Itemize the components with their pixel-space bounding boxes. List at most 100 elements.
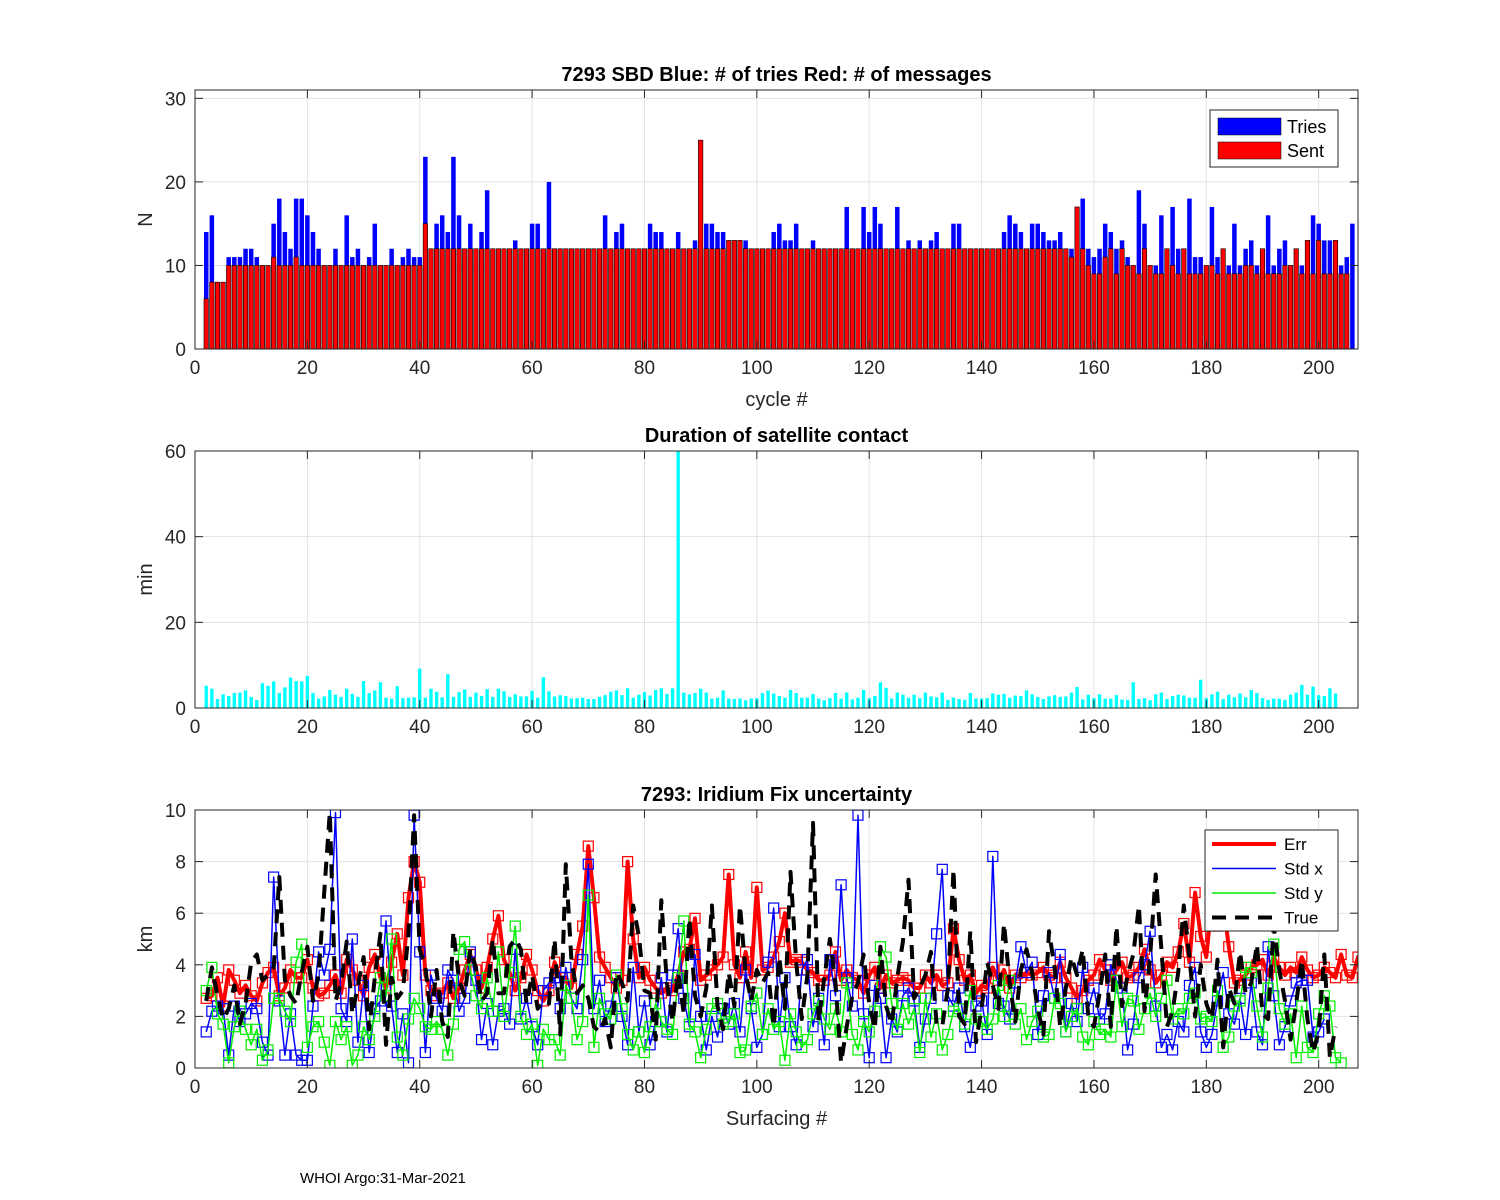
series-marker bbox=[829, 946, 842, 958]
sent-bar bbox=[787, 248, 794, 350]
series-marker bbox=[689, 1026, 701, 1038]
duration-bar bbox=[384, 697, 388, 708]
duration-bar bbox=[659, 688, 664, 708]
duration-bar bbox=[210, 688, 214, 708]
duration-bar bbox=[249, 696, 253, 708]
series-marker bbox=[987, 850, 999, 863]
duration-bar bbox=[1266, 699, 1270, 708]
duration-bar bbox=[828, 698, 832, 708]
uncertainty-x-tick-label: 180 bbox=[1190, 1077, 1222, 1098]
sent-bar bbox=[950, 248, 957, 350]
sent-bar bbox=[827, 248, 833, 350]
series-marker bbox=[498, 1010, 510, 1023]
series-marker bbox=[1324, 1000, 1336, 1012]
duration-bar bbox=[1047, 696, 1051, 708]
duration-bar bbox=[732, 699, 737, 708]
duration-bar bbox=[1159, 692, 1164, 708]
sent-bar bbox=[737, 240, 743, 350]
duration-bar bbox=[884, 687, 888, 708]
uncertainty-legend-box bbox=[1204, 829, 1339, 932]
series-marker bbox=[1166, 1044, 1179, 1056]
sbd-x-tick-label: 200 bbox=[1303, 358, 1335, 379]
sent-bar bbox=[304, 265, 310, 350]
duration-bar bbox=[631, 697, 635, 708]
series-marker bbox=[554, 1049, 566, 1061]
duration-title: Duration of satellite contact bbox=[645, 425, 909, 447]
series-marker bbox=[577, 1015, 589, 1028]
duration-bar bbox=[361, 681, 366, 708]
duration-bar bbox=[648, 695, 652, 708]
series-marker bbox=[857, 1015, 870, 1028]
sent-bar bbox=[439, 248, 445, 350]
duration-bar bbox=[743, 700, 748, 708]
sent-bar bbox=[529, 248, 535, 350]
sent-bar bbox=[383, 265, 389, 350]
series-marker bbox=[1206, 1015, 1218, 1028]
sent-bar bbox=[552, 248, 558, 350]
series-marker bbox=[773, 935, 785, 948]
series-marker bbox=[1116, 1021, 1128, 1033]
sent-bar bbox=[714, 248, 721, 350]
uncertainty-y-tick-label: 8 bbox=[175, 853, 186, 874]
sent-bar bbox=[1091, 273, 1097, 350]
duration-bar bbox=[1052, 695, 1057, 708]
duration-axes-box bbox=[194, 450, 1359, 709]
sent-bar bbox=[377, 265, 383, 350]
sent-bar bbox=[1170, 265, 1176, 350]
sent-bar bbox=[231, 265, 237, 350]
sbd-x-tick-label: 180 bbox=[1190, 358, 1222, 379]
sent-bar bbox=[945, 248, 951, 350]
uncertainty-x-tick-label: 200 bbox=[1303, 1077, 1335, 1098]
duration-bar bbox=[1311, 686, 1315, 708]
duration-bar bbox=[1019, 696, 1023, 708]
uncertainty-legend-label: True bbox=[1284, 909, 1318, 928]
duration-bar bbox=[822, 700, 826, 708]
sent-bar bbox=[1153, 273, 1159, 350]
duration-bar bbox=[620, 695, 624, 708]
duration-bar bbox=[614, 690, 619, 708]
duration-bar bbox=[811, 693, 815, 708]
series-marker bbox=[1200, 1041, 1212, 1053]
duration-bar bbox=[985, 698, 989, 708]
uncertainty-x-tick-label: 20 bbox=[297, 1077, 318, 1098]
sent-bar bbox=[765, 248, 771, 350]
sent-bar bbox=[956, 248, 962, 350]
series-marker bbox=[1346, 972, 1358, 984]
sent-bar bbox=[495, 248, 501, 350]
series-marker bbox=[1189, 886, 1201, 899]
duration-bar bbox=[1154, 694, 1158, 708]
series-marker bbox=[582, 840, 594, 852]
series-marker bbox=[447, 974, 460, 986]
uncertainty-y-tick-label: 10 bbox=[165, 801, 186, 822]
sent-bar bbox=[619, 248, 625, 350]
series-marker bbox=[1071, 1003, 1083, 1015]
series-marker bbox=[689, 912, 701, 924]
uncertainty-x-tick-label: 0 bbox=[190, 1077, 201, 1098]
series-marker bbox=[447, 992, 460, 1004]
series-marker bbox=[779, 1054, 791, 1066]
series-marker bbox=[925, 977, 937, 989]
sent-bar bbox=[1158, 273, 1164, 350]
sent-bar bbox=[596, 248, 603, 350]
duration-bar bbox=[654, 690, 658, 708]
sbd-plot-area bbox=[195, 90, 1358, 349]
sent-bar bbox=[664, 248, 670, 350]
series-marker bbox=[1296, 951, 1308, 963]
sent-bar bbox=[321, 265, 327, 350]
sent-bar bbox=[422, 223, 428, 350]
sent-bar bbox=[692, 248, 698, 350]
duration-bar bbox=[575, 698, 579, 708]
series-marker bbox=[571, 1034, 583, 1046]
uncertainty-series bbox=[200, 810, 1358, 1068]
sent-bar bbox=[276, 265, 282, 350]
series-marker bbox=[251, 1023, 263, 1035]
series-marker bbox=[279, 1005, 291, 1017]
duration-bar bbox=[468, 696, 472, 708]
duration-bar bbox=[418, 668, 422, 708]
sent-bar bbox=[1220, 248, 1226, 350]
uncertainty-x-tick-label: 60 bbox=[522, 1077, 543, 1098]
duration-bar bbox=[328, 690, 332, 708]
duration-bar bbox=[227, 696, 231, 708]
sent-bar bbox=[1085, 265, 1091, 350]
sbd-x-tick-label: 0 bbox=[190, 358, 201, 379]
